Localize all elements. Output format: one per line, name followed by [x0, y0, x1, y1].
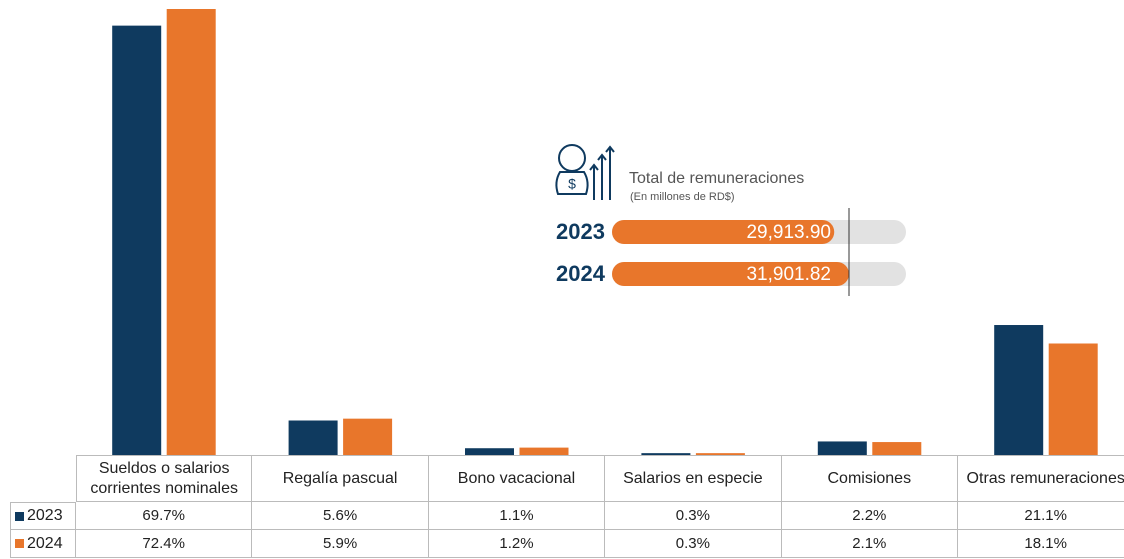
- totals-year: 2023: [556, 219, 605, 244]
- bar: [519, 447, 569, 455]
- value-label: 69.7%: [76, 502, 253, 530]
- value-label: 0.3%: [605, 530, 782, 558]
- category-label: Regalía pascual: [252, 455, 429, 502]
- value-label: 21.1%: [958, 502, 1124, 530]
- bar: [872, 442, 922, 455]
- totals-year: 2024: [556, 261, 606, 286]
- bar: [817, 441, 867, 455]
- value-label: 2.1%: [781, 530, 958, 558]
- totals-value: 31,901.82: [746, 264, 831, 285]
- value-label: 1.1%: [428, 502, 606, 530]
- value-label: 72.4%: [76, 530, 253, 558]
- value-label: 18.1%: [958, 530, 1124, 558]
- value-label: 2.2%: [781, 502, 958, 530]
- category-label: Comisiones: [781, 455, 958, 502]
- totals-bar: [612, 262, 849, 286]
- category-label: Sueldos o salarios corrientes nominales: [76, 455, 253, 502]
- bar: [695, 453, 745, 455]
- totals-subtitle: (En millones de RD$): [630, 191, 735, 203]
- bar: [288, 420, 338, 455]
- bar: [1048, 343, 1098, 455]
- bar: [465, 448, 514, 455]
- value-label: 1.2%: [428, 530, 606, 558]
- value-label: 0.3%: [605, 502, 782, 530]
- category-label: Salarios en especie: [605, 455, 782, 502]
- legend-label: 2024: [27, 534, 63, 552]
- bar: [112, 25, 162, 455]
- icon: $: [555, 144, 615, 200]
- svg-text:$: $: [568, 176, 576, 192]
- legend-swatch: [15, 511, 24, 521]
- bar: [166, 9, 216, 455]
- totals-value: 29,913.90: [746, 222, 831, 243]
- category-label: Otras remuneraciones: [958, 455, 1124, 502]
- legend-cell: 2023: [10, 502, 76, 530]
- value-label: 5.6%: [252, 502, 429, 530]
- value-label: 5.9%: [252, 530, 429, 558]
- legend-swatch: [15, 539, 24, 548]
- bar: [641, 453, 691, 455]
- totals-title: Total de remuneraciones: [629, 170, 804, 187]
- category-label: Bono vacacional: [428, 455, 606, 502]
- legend-cell: 2024: [10, 530, 76, 558]
- bar: [343, 418, 393, 455]
- totals-bar: [612, 220, 835, 244]
- legend-label: 2023: [27, 507, 63, 525]
- bar: [994, 325, 1044, 455]
